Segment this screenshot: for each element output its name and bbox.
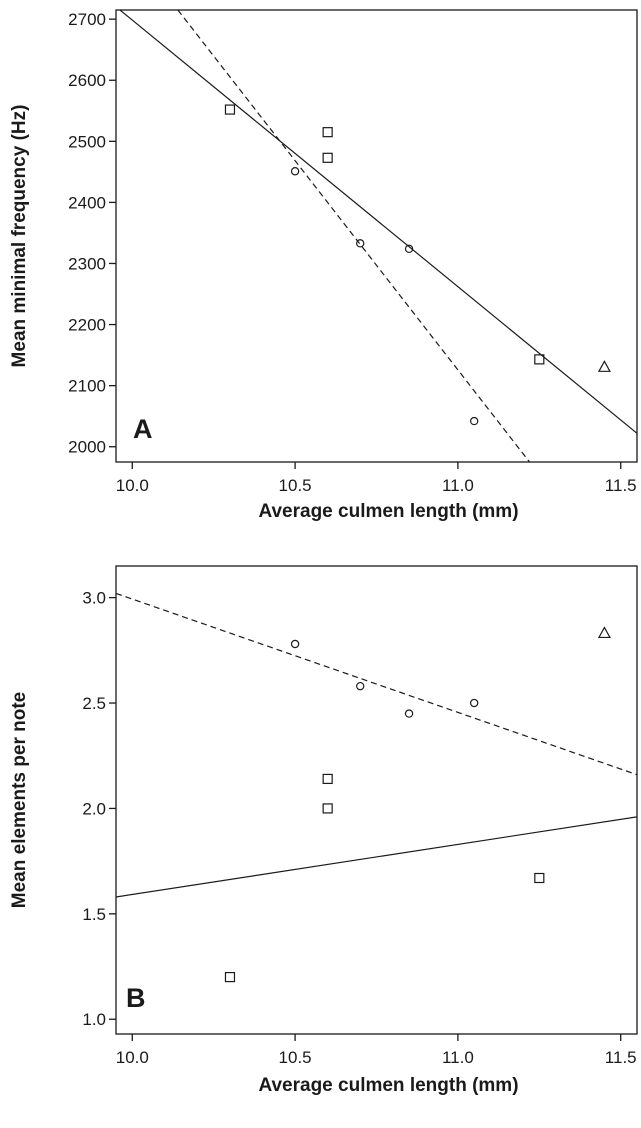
panel-b-x-tick-label: 11.5	[605, 1048, 637, 1067]
panel-a-x-ticks: 10.0 10.5 11.0 11.5	[116, 462, 637, 495]
panel-a-y-tick-label: 2100	[68, 377, 106, 396]
panel-a-y-tick-label: 2200	[68, 316, 106, 335]
panel-a-y-ticks: 2000 2100 2200 2300 2400 2500 2600 2700	[68, 10, 116, 457]
panel-a-y-tick-label: 2400	[68, 193, 106, 212]
panel-a-x-tick-label: 10.0	[116, 476, 149, 495]
panel-a-point-square	[322, 127, 333, 138]
panel-a-point-circle	[290, 167, 300, 176]
panel-a-fit-line-dashed	[177, 10, 531, 462]
panel-b-y-tick-label: 1.5	[82, 905, 106, 924]
panel-b-x-axis-title: Average culmen length (mm)	[258, 1075, 518, 1096]
panel-b-fit-lines	[116, 592, 637, 898]
panel-b-x-tick-label: 11.0	[442, 1048, 474, 1067]
panel-b-point-circle	[290, 639, 300, 649]
panel-b-point-triangle	[597, 626, 611, 639]
panel-b: 1.0 1.5 2.0 2.5 3.0 10.0 10.5 11.0 11.5 B Avera…	[9, 565, 638, 1096]
panel-b-point-square	[322, 773, 333, 785]
panel-b-point-square	[322, 803, 333, 814]
panel-b-point-square	[224, 971, 236, 983]
panel-b-fit-line-dashed	[116, 592, 637, 776]
panel-b-y-tick-label: 2.0	[82, 799, 106, 818]
panel-b-y-tick-label: 1.0	[82, 1010, 106, 1029]
panel-a-y-axis-title: Mean minimal frequency (Hz)	[9, 105, 30, 368]
panel-a-plot-frame	[115, 9, 638, 463]
panel-a-fit-line-solid	[118, 10, 637, 434]
panel-a-x-tick-label: 11.0	[442, 476, 474, 495]
panel-a-fit-lines	[118, 10, 637, 462]
panel-b-x-ticks: 10.0 10.5 11.0 11.5	[116, 1034, 637, 1067]
panel-a-y-tick-label: 2000	[68, 438, 106, 457]
panel-a-x-axis-title: Average culmen length (mm)	[258, 501, 518, 522]
panel-b-letter: B	[126, 983, 146, 1013]
panel-a-point-square	[224, 104, 236, 115]
panel-b-y-ticks: 1.0 1.5 2.0 2.5 3.0	[82, 589, 116, 1029]
panel-b-points	[224, 626, 611, 983]
panel-b-point-circle	[356, 681, 365, 691]
panel-a-letter: A	[133, 414, 153, 444]
panel-a-x-tick-label: 10.5	[279, 476, 312, 495]
panel-b-plot-frame	[115, 565, 638, 1035]
panel-b-fit-line-solid	[116, 816, 637, 898]
panel-b-y-axis-title: Mean elements per note	[9, 692, 30, 908]
panel-b-x-tick-label: 10.0	[116, 1048, 149, 1067]
panel-a-point-square	[534, 354, 545, 365]
panel-b-point-circle	[404, 709, 414, 718]
panel-a-point-square	[322, 152, 333, 163]
panel-b-y-tick-label: 3.0	[82, 589, 106, 608]
panel-a-point-circle	[404, 244, 414, 254]
panel-a-y-tick-label: 2600	[68, 71, 106, 90]
panel-b-point-square	[534, 872, 545, 884]
panel-a-y-tick-label: 2500	[68, 132, 106, 151]
panel-b-x-tick-label: 10.5	[279, 1048, 312, 1067]
panel-a-point-triangle	[597, 360, 611, 372]
panel-a-y-tick-label: 2300	[68, 254, 106, 273]
panel-a-y-tick-label: 2700	[68, 10, 106, 29]
panel-a-x-tick-label: 11.5	[605, 476, 637, 495]
panel-a-point-circle	[469, 416, 479, 426]
panel-b-y-tick-label: 2.5	[82, 694, 106, 713]
panel-b-point-circle	[469, 698, 479, 708]
panel-a-points	[224, 104, 611, 426]
